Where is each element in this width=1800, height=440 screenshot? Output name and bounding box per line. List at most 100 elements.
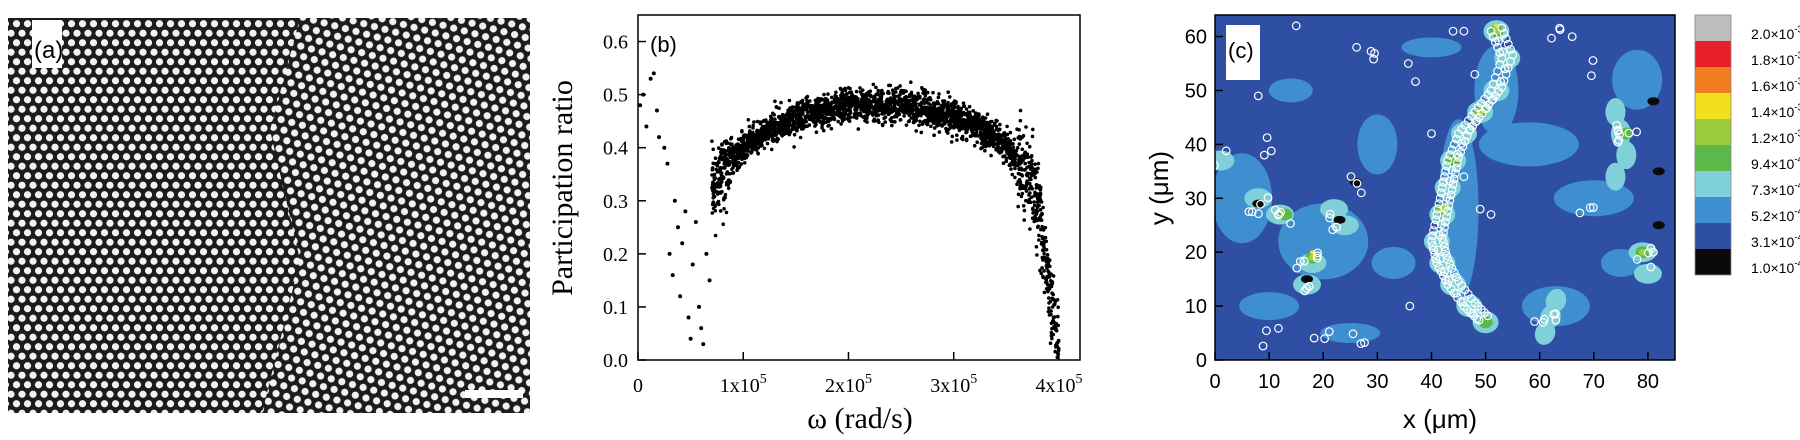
data-point [998,151,1002,155]
data-point [961,101,966,105]
data-point [780,112,785,117]
data-point [755,119,760,124]
data-point [1048,264,1052,269]
data-point [979,141,984,146]
particle-marker [1449,174,1459,184]
particle-marker [1587,71,1596,81]
data-point [968,113,973,118]
particle-marker [1449,139,1459,149]
data-point [800,110,805,114]
data-point [742,161,747,165]
particle-marker [1304,281,1314,291]
y-tick-label: 60 [1185,27,1207,49]
data-point [788,130,792,135]
data-point [701,342,706,347]
data-point [1016,204,1020,209]
particle-marker [1411,77,1420,86]
data-point [950,118,955,123]
data-point [822,128,826,133]
data-point [1016,192,1021,197]
particle-marker [1465,125,1474,135]
data-point [835,99,839,104]
data-point [1038,187,1042,191]
colorbar-swatch [1695,171,1731,197]
particle-marker [1299,256,1309,266]
data-point [767,121,771,125]
data-point [731,165,735,170]
data-point [711,147,715,152]
data-point [725,171,729,175]
data-point [1017,167,1021,171]
particle-marker [1459,26,1469,36]
data-point [780,134,784,138]
data-point [733,146,738,150]
data-point [858,86,862,90]
data-point [890,106,895,111]
particle-marker [1352,42,1362,52]
data-point [721,222,725,226]
data-point [1002,134,1007,138]
data-point [929,124,933,129]
data-point [823,115,827,120]
data-point [712,177,717,182]
data-point [1042,246,1046,250]
data-point [925,97,930,102]
data-point [946,131,950,135]
particle-marker [1585,203,1595,213]
data-point [974,131,979,135]
colorbar-label: 7.3×10-4 [1751,181,1800,198]
data-point [901,103,905,107]
data-point [693,220,698,224]
panel-label-b: (b) [650,32,677,57]
data-point [871,119,876,123]
data-point [993,121,997,126]
data-point [948,109,953,114]
data-point [788,112,792,116]
data-point [1024,189,1029,193]
data-point [950,134,955,139]
particle-marker [1352,178,1362,188]
particle-marker [1309,333,1319,343]
data-point [803,107,807,112]
data-point [973,115,978,119]
data-point [1035,193,1039,198]
data-point [931,121,936,126]
particle-marker [1429,245,1439,255]
data-point [839,87,843,91]
particle-marker [1646,262,1656,272]
particle-marker [1446,190,1456,200]
contour-region [1357,114,1398,175]
particle-marker [1295,257,1305,266]
particle-marker [1405,301,1415,311]
data-point [726,186,731,191]
data-point [1033,162,1037,166]
data-point [996,144,1000,149]
particle-marker [1503,39,1513,49]
data-point [834,105,838,110]
data-point [670,273,675,278]
data-point [1030,158,1034,163]
x-tick-label: 2x105 [825,372,872,397]
data-point [1041,255,1046,260]
particle-marker [1490,37,1500,47]
data-point [957,128,962,133]
y-tick-label: 0.2 [603,244,628,266]
y-tick-label: 0.4 [603,138,628,160]
data-point [683,209,688,214]
data-point [799,121,804,125]
data-point [922,110,926,114]
data-point [1042,236,1046,240]
colorbar-swatch [1695,223,1731,249]
particle-marker [1632,127,1641,137]
particle-marker [1499,28,1509,38]
data-point [1047,306,1051,310]
data-point [1051,318,1056,323]
data-point [690,262,695,267]
particle-marker [1442,212,1452,222]
panel-a-micrograph: (a) [0,0,530,440]
data-point [1056,346,1061,351]
data-point [852,94,857,99]
colorbar: 2.0×10-3 1.8×10-3 1.6×10-3 1.4×10-3 1.2×10-3… [1694,14,1800,276]
data-point [885,103,889,108]
particle-marker [1430,249,1440,259]
